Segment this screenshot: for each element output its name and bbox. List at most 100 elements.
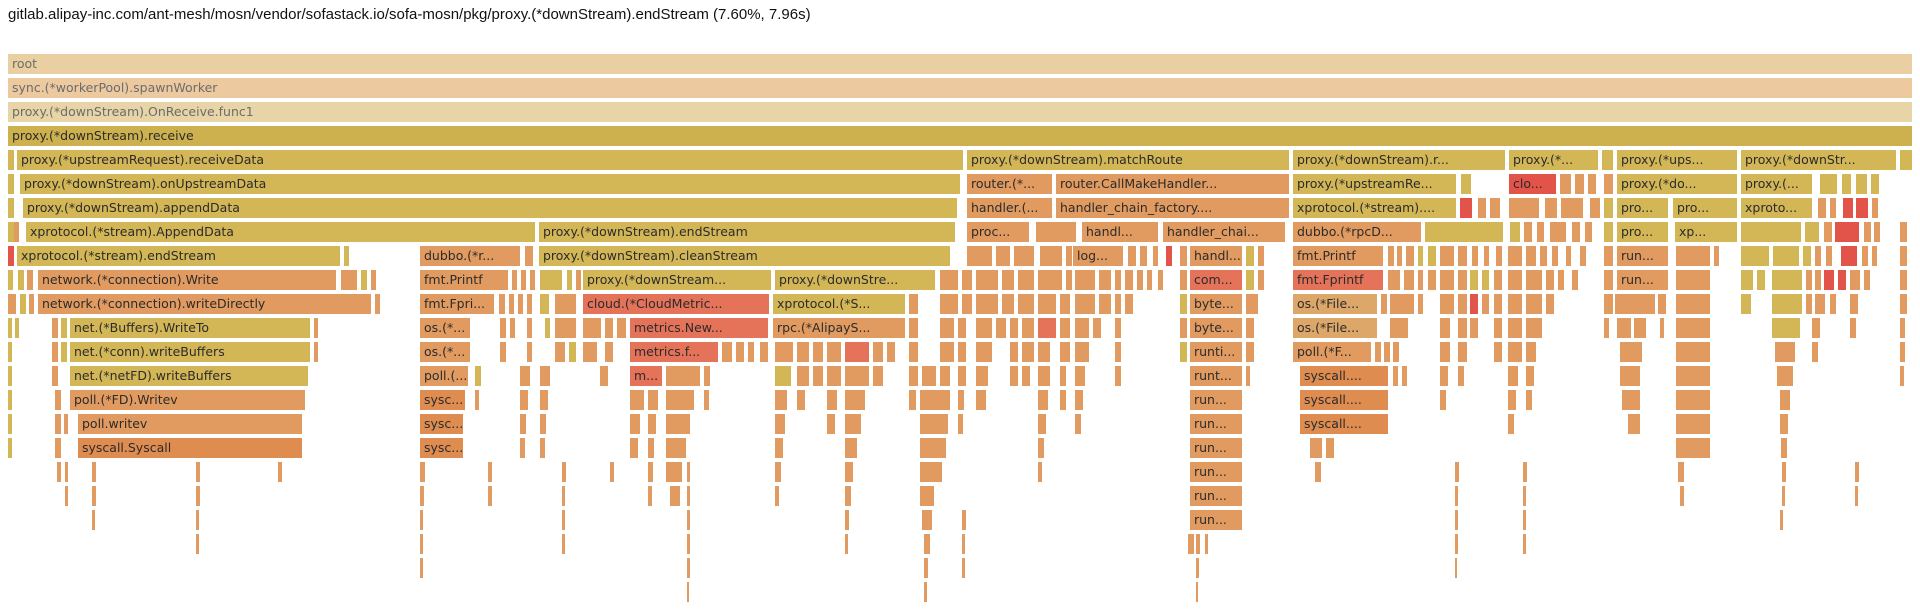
flame-frame-run[interactable]: run... (1190, 462, 1242, 482)
flame-frame[interactable] (27, 270, 33, 290)
flame-frame[interactable] (1508, 342, 1522, 362)
flame-frame[interactable] (1180, 318, 1187, 338)
flame-frame[interactable] (909, 390, 916, 410)
flame-frame[interactable] (1617, 318, 1631, 338)
flame-frame[interactable] (562, 510, 565, 530)
flame-frame[interactable] (1060, 366, 1066, 386)
flame-frame[interactable] (1864, 222, 1871, 242)
flame-frame-router[interactable]: router.(*... (967, 174, 1052, 194)
flame-frame[interactable] (797, 342, 809, 362)
flame-frame-proxy-downstream-appenddata[interactable]: proxy.(*downStream).appendData (23, 198, 957, 218)
flame-frame[interactable] (520, 366, 530, 386)
flame-frame[interactable] (510, 318, 515, 338)
flame-frame[interactable] (509, 294, 514, 314)
flame-frame[interactable] (1806, 270, 1812, 290)
flame-frame[interactable] (1604, 198, 1613, 218)
flame-frame[interactable] (420, 462, 425, 482)
flame-frame[interactable] (922, 510, 932, 530)
flame-frame[interactable] (1115, 342, 1121, 362)
flame-frame[interactable] (1509, 198, 1539, 218)
flame-frame[interactable] (555, 294, 576, 314)
flame-frame[interactable] (1741, 270, 1753, 290)
flame-frame[interactable] (1153, 246, 1158, 266)
flame-frame[interactable] (1526, 390, 1532, 410)
flame-frame-rpc-alipays[interactable]: rpc.(*AlipayS... (773, 318, 905, 338)
flame-frame[interactable] (1490, 198, 1500, 218)
flame-frame[interactable] (845, 510, 849, 530)
flame-frame[interactable] (687, 510, 690, 530)
flame-frame[interactable] (873, 366, 883, 386)
flame-frame[interactable] (1900, 270, 1907, 290)
flame-frame[interactable] (1510, 222, 1520, 242)
flame-frame-handl[interactable]: handl... (1190, 246, 1242, 266)
flame-frame[interactable] (704, 366, 710, 386)
flame-frame[interactable] (1180, 342, 1187, 362)
flame-frame-cloud-cloudmetric[interactable]: cloud.(*CloudMetric... (583, 294, 769, 314)
flame-frame[interactable] (1066, 246, 1072, 266)
flame-frame[interactable] (562, 534, 565, 554)
flame-frame[interactable] (827, 342, 841, 362)
flame-frame[interactable] (1060, 342, 1070, 362)
flame-frame[interactable] (1075, 270, 1095, 290)
flame-frame[interactable] (1900, 150, 1912, 170)
flame-frame[interactable] (1482, 270, 1489, 290)
flame-frame[interactable] (666, 366, 700, 386)
flame-frame[interactable] (827, 414, 835, 434)
flame-frame[interactable] (18, 270, 24, 290)
flame-frame[interactable] (666, 414, 690, 434)
flame-frame[interactable] (1440, 342, 1450, 362)
flame-frame[interactable] (1038, 462, 1042, 482)
flame-frame-proxy-downstream-matchroute[interactable]: proxy.(*downStream).matchRoute (967, 150, 1289, 170)
flame-frame[interactable] (1038, 318, 1056, 338)
flame-frame[interactable] (687, 462, 690, 482)
flame-frame[interactable] (1508, 318, 1522, 338)
flame-frame[interactable] (1741, 294, 1751, 314)
flame-frame[interactable] (1872, 246, 1877, 266)
flame-frame[interactable] (540, 294, 549, 314)
flame-frame[interactable] (1812, 318, 1820, 338)
flame-frame[interactable] (1588, 174, 1596, 194)
flame-frame[interactable] (1575, 174, 1584, 194)
flame-frame[interactable] (1526, 342, 1536, 362)
flame-frame[interactable] (845, 390, 865, 410)
flame-frame[interactable] (600, 366, 608, 386)
flame-frame[interactable] (540, 390, 548, 410)
flame-frame-poll-writev[interactable]: poll.writev (78, 414, 302, 434)
flame-frame[interactable] (1741, 222, 1801, 242)
flame-frame[interactable] (1470, 294, 1478, 314)
flame-frame[interactable] (1099, 270, 1111, 290)
flame-frame[interactable] (1780, 510, 1783, 530)
flame-frame[interactable] (687, 486, 690, 506)
flame-frame[interactable] (8, 318, 12, 338)
flame-frame[interactable] (278, 462, 282, 482)
flame-frame[interactable] (500, 342, 506, 362)
flame-frame[interactable] (1060, 390, 1066, 410)
flame-frame[interactable] (1874, 222, 1880, 242)
flame-frame[interactable] (1850, 270, 1860, 290)
flame-frame[interactable] (775, 366, 791, 386)
flame-frame[interactable] (1803, 246, 1811, 266)
flame-frame[interactable] (775, 438, 783, 458)
flame-frame[interactable] (887, 342, 895, 362)
flame-frame[interactable] (1196, 582, 1198, 602)
flame-frame[interactable] (827, 390, 837, 410)
flame-frame[interactable] (1838, 270, 1846, 290)
flame-frame[interactable] (1166, 246, 1172, 266)
flame-frame[interactable] (1147, 270, 1152, 290)
flame-frame[interactable] (1397, 246, 1402, 266)
flame-frame[interactable] (845, 414, 861, 434)
flame-frame[interactable] (1455, 558, 1457, 578)
flame-frame[interactable] (797, 366, 809, 386)
flame-frame[interactable] (605, 318, 613, 338)
flame-frame[interactable] (617, 318, 626, 338)
flame-frame[interactable] (962, 270, 972, 290)
flame-frame[interactable] (1075, 390, 1083, 410)
flame-frame[interactable] (1455, 534, 1458, 554)
flame-frame[interactable] (1075, 318, 1089, 338)
flame-frame[interactable] (196, 510, 199, 530)
flame-frame-os-file[interactable]: os.(*File... (1293, 318, 1377, 338)
flame-frame[interactable] (8, 390, 12, 410)
flame-frame[interactable] (1002, 270, 1014, 290)
flame-frame-proxy-downstre[interactable]: proxy.(*downStre... (775, 270, 935, 290)
flame-frame[interactable] (827, 366, 841, 386)
